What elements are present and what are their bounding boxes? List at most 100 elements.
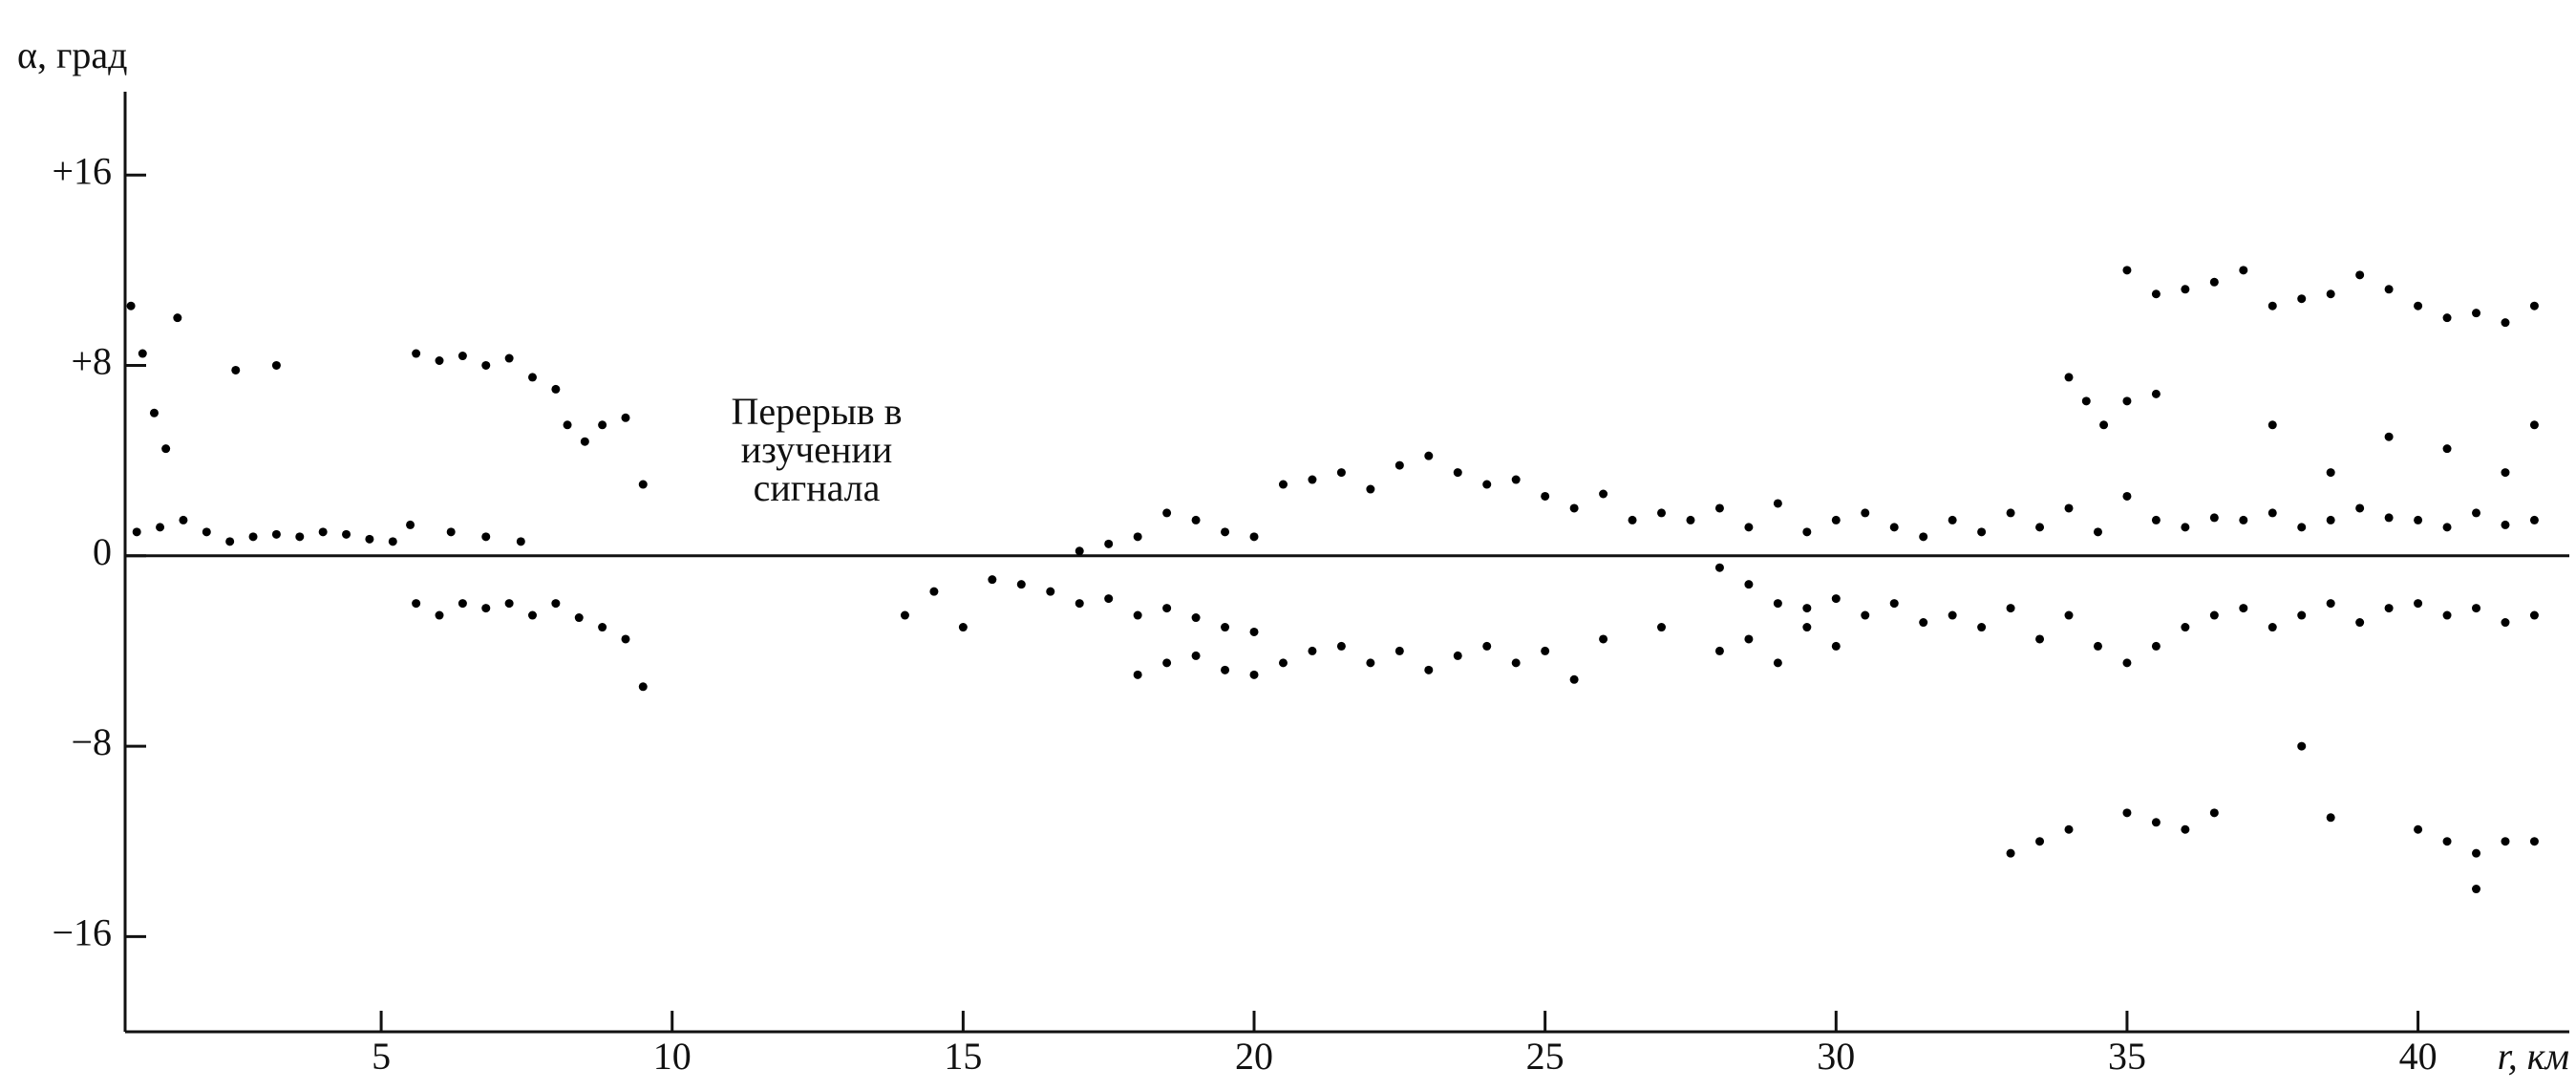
x-tick-label: 40	[2399, 1035, 2438, 1078]
point	[2099, 420, 2109, 430]
point	[1191, 613, 1201, 623]
point	[179, 515, 188, 524]
point	[2501, 468, 2510, 478]
point	[2384, 513, 2394, 523]
point	[2297, 294, 2307, 304]
point	[1482, 641, 1492, 651]
point	[1569, 503, 1579, 513]
x-tick-label: 15	[944, 1035, 982, 1078]
point	[563, 420, 572, 430]
point	[2181, 824, 2190, 834]
point	[2414, 515, 2423, 524]
point	[2035, 523, 2045, 532]
annotation-line: изучении	[741, 428, 892, 471]
point	[900, 610, 909, 620]
x-tick-label: 35	[2108, 1035, 2146, 1078]
point	[446, 527, 456, 537]
point	[1249, 532, 1259, 542]
point	[173, 313, 182, 323]
point	[598, 420, 607, 430]
point	[1221, 623, 1230, 632]
point	[1861, 508, 1870, 518]
point	[2006, 508, 2015, 518]
point	[435, 355, 444, 365]
point	[1511, 658, 1521, 668]
point	[2442, 444, 2452, 454]
point	[2442, 610, 2452, 620]
point	[2035, 837, 2045, 846]
point	[1046, 587, 1055, 596]
point	[1075, 599, 1084, 609]
y-tick-label: +16	[52, 149, 112, 192]
point	[1831, 594, 1841, 604]
point	[2122, 658, 2132, 668]
point	[2181, 285, 2190, 294]
point	[2529, 301, 2539, 310]
point	[2326, 515, 2335, 524]
point	[2006, 848, 2015, 858]
point	[1453, 468, 1462, 478]
point	[2529, 610, 2539, 620]
point	[271, 360, 281, 370]
point	[2267, 301, 2277, 310]
point	[1744, 523, 1754, 532]
point	[1599, 634, 1608, 644]
point	[1104, 539, 1114, 548]
point	[1541, 646, 1550, 655]
point	[1366, 658, 1375, 668]
point	[2151, 515, 2161, 524]
point	[2122, 266, 2132, 275]
point	[958, 623, 968, 632]
point	[2355, 270, 2365, 280]
point	[2209, 610, 2219, 620]
point	[202, 527, 211, 537]
point	[1278, 658, 1288, 668]
x-axis-label: r, км	[2498, 1035, 2569, 1078]
point	[621, 634, 630, 644]
point	[574, 613, 584, 623]
point	[2472, 508, 2481, 518]
point	[1336, 641, 1346, 651]
point	[248, 532, 258, 542]
point	[2472, 309, 2481, 318]
point	[365, 534, 374, 544]
point	[481, 532, 491, 542]
point	[2081, 396, 2091, 406]
point	[1133, 670, 1142, 679]
point	[1191, 515, 1201, 524]
point	[388, 537, 397, 546]
point	[1802, 623, 1812, 632]
point	[2384, 432, 2394, 441]
point	[225, 537, 235, 546]
point	[2064, 824, 2074, 834]
point	[1831, 641, 1841, 651]
point	[132, 527, 141, 537]
point	[638, 682, 648, 692]
point	[2384, 285, 2394, 294]
point	[2326, 599, 2335, 609]
x-tick-label: 10	[653, 1035, 692, 1078]
x-tick-label: 5	[372, 1035, 391, 1078]
point	[2035, 634, 2045, 644]
point	[1628, 515, 1637, 524]
point	[1744, 634, 1754, 644]
point	[2267, 623, 2277, 632]
point	[1977, 623, 1987, 632]
point	[161, 444, 171, 454]
point	[2442, 523, 2452, 532]
annotation-line: Перерыв в	[731, 390, 902, 433]
point	[2297, 610, 2307, 620]
point	[271, 529, 281, 539]
point	[1221, 527, 1230, 537]
point	[1278, 480, 1288, 489]
point	[2267, 508, 2277, 518]
point	[149, 408, 159, 417]
point	[2209, 808, 2219, 818]
point	[2181, 523, 2190, 532]
point	[1714, 563, 1724, 572]
point	[412, 349, 421, 358]
point	[1394, 460, 1404, 470]
point	[2326, 289, 2335, 299]
